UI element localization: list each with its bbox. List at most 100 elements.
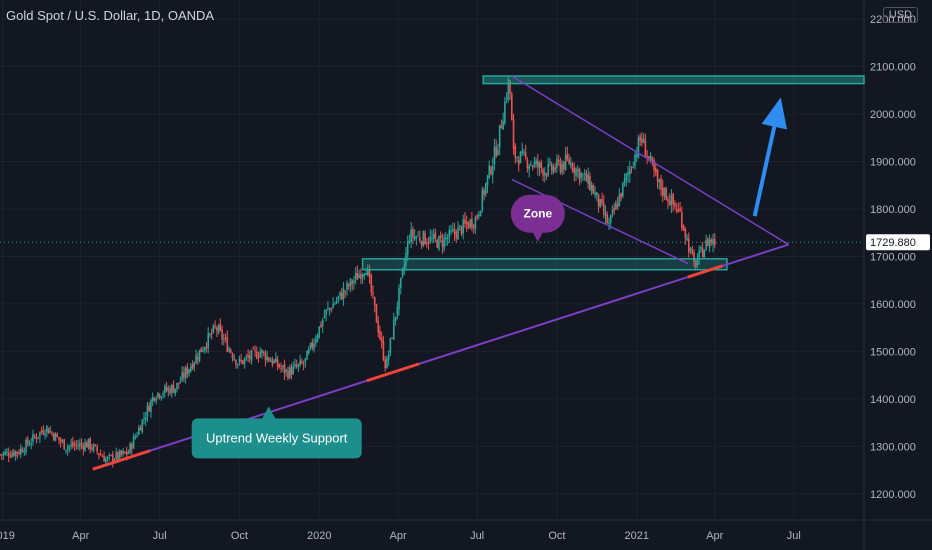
channel-lower-line[interactable] [511,178,689,265]
candle-body [205,347,208,349]
candle-body [240,360,242,362]
breakout-arrow-shaft[interactable] [752,126,777,217]
candle-body [4,451,7,455]
candle-body [661,187,664,196]
candle [486,175,489,194]
candle [200,347,203,353]
candle-body [229,349,232,353]
candle-body [578,168,581,180]
candle [415,235,418,246]
candle-body [266,356,268,361]
candle-body [20,448,22,455]
candle [269,356,272,362]
candle-body [460,226,463,235]
candle-body [268,357,270,361]
candle [549,158,551,167]
candle-body [127,452,130,454]
breakout-arrow-head[interactable] [761,97,787,130]
candle-body [174,388,177,394]
candle [434,228,437,243]
y-tick-label: 2100.000 [870,61,916,73]
candle [323,309,326,319]
x-tick-label: Oct [231,530,248,542]
candle [377,316,380,338]
candle-body [649,155,652,160]
candle [240,353,242,364]
candle [628,161,631,183]
candle [321,318,324,333]
candle [531,164,534,171]
candle [370,273,373,297]
candle-body [611,209,614,214]
candle [335,296,338,305]
candle-body [299,360,301,365]
candle [330,307,333,313]
candle [448,225,451,243]
candle [51,431,53,437]
candle-body [701,248,704,258]
candle-body [528,165,530,170]
candle-body [580,172,583,178]
candle [590,181,593,196]
candle-body [406,241,409,255]
candle [9,451,12,458]
candle [243,356,246,369]
candle-body [157,392,159,398]
candle [92,442,95,453]
candle-body [276,359,279,367]
candle-body [108,454,111,456]
candle-body [561,164,563,173]
resistance-zone[interactable] [482,75,865,85]
last-price-badge [866,234,930,251]
uptrend-callout-label: Uptrend Weekly Support [206,430,348,445]
candle-body [596,192,598,196]
candle-body [681,212,683,228]
candle [533,156,536,169]
candle-body [700,246,702,250]
candle [526,156,529,173]
candle [597,193,600,213]
candle [190,362,192,373]
candle-body [249,355,251,359]
candle [205,342,208,353]
last-price-label: 1729.880 [870,237,916,249]
candle-body [464,219,466,224]
candle-body [687,238,690,253]
candle-body [616,204,619,208]
currency-button[interactable]: USD [882,7,918,23]
candle-body [377,321,380,333]
candle [467,221,470,230]
candle-body [162,393,164,396]
candle-body [415,236,418,239]
candle [658,178,661,190]
candle [79,438,81,451]
candle [406,235,409,261]
candle [302,360,305,371]
candle-body [7,453,10,457]
support-zone[interactable] [361,258,728,271]
uptrend-callout-box[interactable] [191,418,362,459]
candle-body [504,101,506,123]
channel-upper-line[interactable] [511,75,789,246]
candle-body [399,277,402,288]
candle [13,448,15,458]
candle [306,350,308,360]
candle-body [129,443,131,453]
candle [108,452,111,461]
candle [635,147,638,163]
candle [691,245,694,256]
candle-body [337,296,340,299]
zone-callout-bubble[interactable] [510,194,565,233]
candle-body [226,337,229,352]
candle [181,366,183,382]
candle [21,446,24,453]
candle [2,451,5,460]
candle-body [694,261,697,268]
candle [708,234,711,253]
candle [516,156,518,163]
candle [118,448,121,461]
candle-body [202,350,204,352]
candle-body [228,348,230,352]
candle [502,112,504,130]
